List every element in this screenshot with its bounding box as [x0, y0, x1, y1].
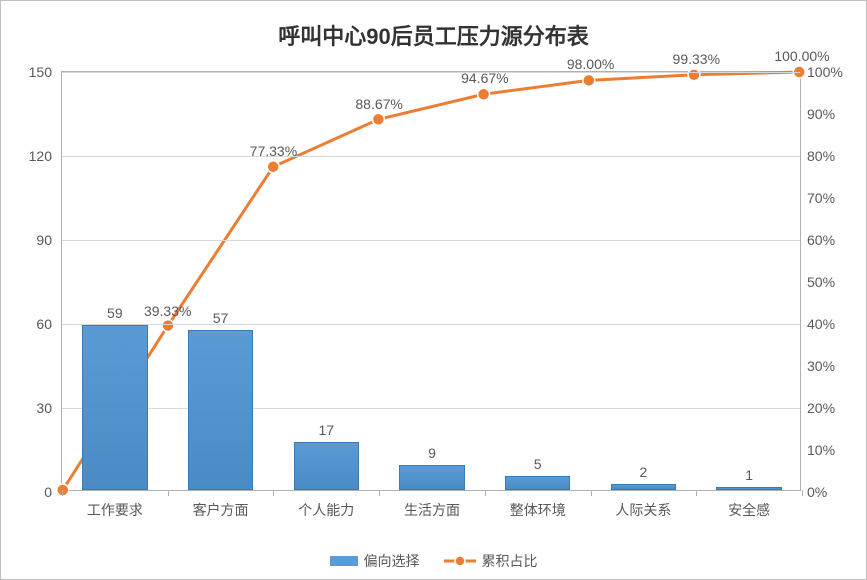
bar — [294, 442, 360, 490]
bar — [611, 484, 677, 490]
legend-item-line: 累积占比 — [444, 551, 538, 571]
x-category-label: 生活方面 — [387, 500, 477, 520]
x-tick — [802, 490, 803, 496]
y-right-tick-label: 20% — [807, 400, 852, 416]
x-category-label: 整体环境 — [493, 500, 583, 520]
bar-value-label: 1 — [719, 467, 779, 483]
x-tick — [273, 490, 274, 496]
gridline — [62, 72, 800, 73]
legend-item-bars: 偏向选择 — [330, 551, 420, 571]
line-marker — [267, 161, 279, 173]
gridline — [62, 240, 800, 241]
line-value-label: 94.67% — [461, 70, 508, 86]
x-category-label: 人际关系 — [598, 500, 688, 520]
line-value-label: 100.00% — [774, 48, 829, 64]
y-left-tick-label: 120 — [12, 148, 52, 164]
bar-value-label: 9 — [402, 445, 462, 461]
line-value-label: 99.33% — [673, 51, 720, 67]
chart-title: 呼叫中心90后员工压力源分布表 — [1, 1, 866, 51]
bar-value-label: 57 — [191, 310, 251, 326]
legend-bar-label: 偏向选择 — [364, 551, 420, 571]
y-left-tick-label: 60 — [12, 316, 52, 332]
line-value-label: 77.33% — [250, 143, 297, 159]
line-marker — [162, 320, 174, 332]
line-value-label: 39.33% — [144, 303, 191, 319]
gridline — [62, 324, 800, 325]
x-tick — [379, 490, 380, 496]
y-right-tick-label: 90% — [807, 106, 852, 122]
x-tick — [62, 490, 63, 496]
line-marker — [688, 69, 700, 81]
y-right-tick-label: 0% — [807, 484, 852, 500]
y-right-tick-label: 70% — [807, 190, 852, 206]
x-tick — [168, 490, 169, 496]
bar — [82, 325, 148, 490]
x-category-label: 客户方面 — [176, 500, 266, 520]
line-marker — [372, 113, 384, 125]
y-right-tick-label: 50% — [807, 274, 852, 290]
y-right-tick-label: 60% — [807, 232, 852, 248]
bar-value-label: 17 — [296, 422, 356, 438]
y-right-tick-label: 10% — [807, 442, 852, 458]
y-right-tick-label: 100% — [807, 64, 852, 80]
y-right-tick-label: 30% — [807, 358, 852, 374]
bar — [505, 476, 571, 490]
line-marker — [478, 88, 490, 100]
y-left-tick-label: 0 — [12, 484, 52, 500]
line-marker — [583, 74, 595, 86]
x-category-label: 安全感 — [704, 500, 794, 520]
bar — [188, 330, 254, 490]
bar — [716, 487, 782, 490]
chart-container: 呼叫中心90后员工压力源分布表 0 30 60 90 120 150 0% 10% 20% 30%… — [0, 0, 867, 580]
legend-line-label: 累积占比 — [482, 551, 538, 571]
bar-value-label: 5 — [508, 456, 568, 472]
x-tick — [591, 490, 592, 496]
line-value-label: 98.00% — [567, 56, 614, 72]
bar-value-label: 2 — [613, 464, 673, 480]
bar-value-label: 59 — [85, 305, 145, 321]
legend-line-swatch — [444, 554, 476, 568]
bar — [399, 465, 465, 490]
legend: 偏向选择 累积占比 — [330, 551, 538, 571]
y-right-tick-label: 80% — [807, 148, 852, 164]
y-left-tick-label: 90 — [12, 232, 52, 248]
x-tick — [485, 490, 486, 496]
cumulative-line — [63, 72, 799, 490]
y-right-tick-label: 40% — [807, 316, 852, 332]
gridline — [62, 156, 800, 157]
x-tick — [696, 490, 697, 496]
x-category-label: 个人能力 — [281, 500, 371, 520]
legend-bar-swatch — [330, 556, 358, 566]
line-series-svg — [62, 72, 800, 490]
y-left-tick-label: 30 — [12, 400, 52, 416]
gridline — [62, 408, 800, 409]
line-value-label: 88.67% — [355, 96, 402, 112]
x-category-label: 工作要求 — [70, 500, 160, 520]
plot-area: 03060901201500%10%20%30%40%50%60%70%80%9… — [61, 71, 801, 491]
y-left-tick-label: 150 — [12, 64, 52, 80]
